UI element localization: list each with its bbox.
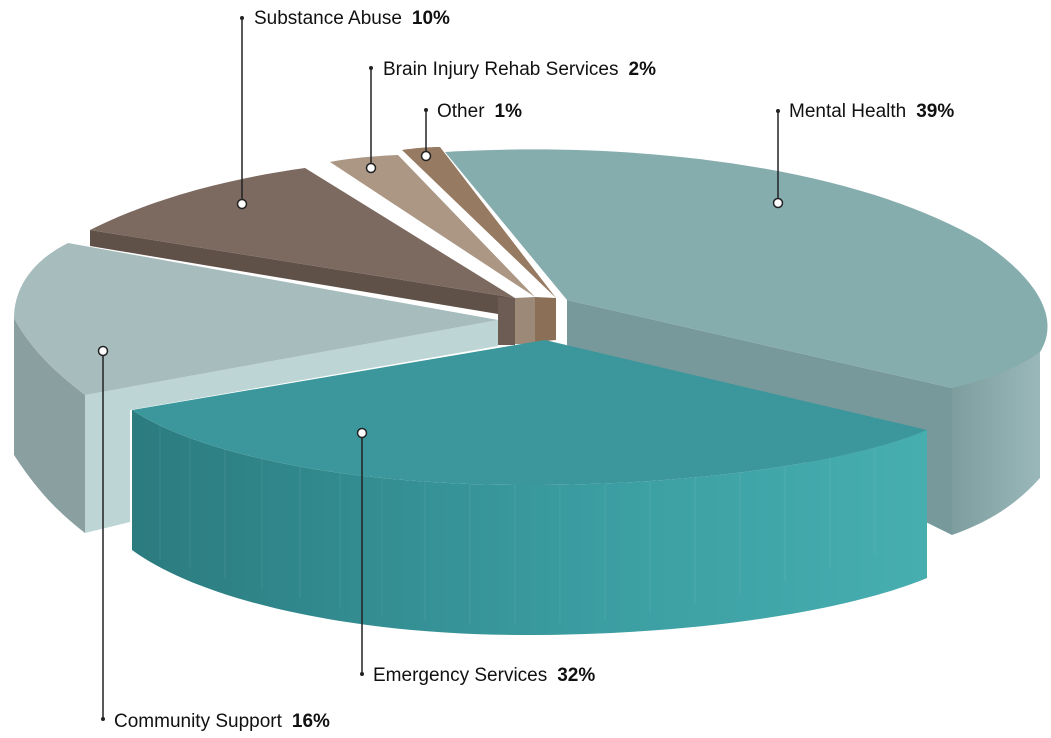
slice-value-other: 1% bbox=[495, 101, 523, 122]
slice-name-substance-abuse: Substance Abuse bbox=[254, 8, 402, 29]
label-mental-health: Mental Health 39% bbox=[772, 101, 954, 209]
slice-mental-health-side bbox=[952, 352, 1040, 535]
slice-label-other: Other 1% bbox=[437, 101, 522, 122]
anchor-point-community-support bbox=[97, 345, 109, 357]
slice-substance-abuse-inner bbox=[498, 297, 515, 345]
slice-label-brain-injury-rehab: Brain Injury Rehab Services 2% bbox=[383, 59, 656, 80]
slice-value-substance-abuse: 10% bbox=[412, 8, 450, 29]
slice-emergency-services-side bbox=[132, 410, 927, 635]
slice-other-inner bbox=[535, 297, 556, 342]
anchor-point-brain-injury-rehab bbox=[365, 162, 377, 174]
slice-community-support-top bbox=[14, 243, 498, 395]
leader-dot-emergency-services bbox=[360, 672, 364, 676]
slice-value-community-support: 16% bbox=[292, 711, 330, 732]
slice-emergency-services bbox=[132, 340, 927, 635]
slice-substance-abuse-top bbox=[90, 168, 515, 298]
slice-name-other: Other bbox=[437, 101, 485, 122]
slice-value-mental-health: 39% bbox=[916, 101, 954, 122]
slice-brain-injury-rehab-top bbox=[330, 155, 535, 297]
slice-brain-injury-rehab bbox=[330, 155, 535, 344]
slice-name-community-support: Community Support bbox=[114, 711, 283, 732]
leader-dot-other bbox=[424, 108, 428, 112]
anchor-point-other bbox=[420, 150, 432, 162]
slice-name-mental-health: Mental Health bbox=[789, 101, 906, 122]
slice-label-community-support: Community Support 16% bbox=[114, 711, 330, 732]
slice-community-support-side bbox=[14, 318, 85, 533]
slice-name-emergency-services: Emergency Services bbox=[373, 665, 547, 686]
slice-label-emergency-services: Emergency Services 32% bbox=[373, 665, 595, 686]
label-emergency-services: Emergency Services 32% bbox=[356, 427, 595, 686]
slice-emergency-services-top bbox=[132, 340, 927, 485]
anchor-point-emergency-services bbox=[356, 427, 368, 439]
slice-other bbox=[402, 147, 556, 342]
slice-label-mental-health: Mental Health 39% bbox=[789, 101, 954, 122]
anchor-point-substance-abuse bbox=[236, 198, 248, 210]
slice-substance-abuse bbox=[90, 168, 515, 345]
slice-label-substance-abuse: Substance Abuse 10% bbox=[254, 8, 450, 29]
slice-substance-abuse-side bbox=[90, 230, 515, 314]
label-community-support: Community Support 16% bbox=[97, 345, 330, 732]
anchor-point-mental-health bbox=[772, 197, 784, 209]
slice-brain-injury-rehab-inner bbox=[515, 297, 535, 344]
slice-other-top bbox=[402, 147, 556, 298]
slice-mental-health-top bbox=[445, 149, 1048, 388]
leader-dot-brain-injury-rehab bbox=[369, 66, 373, 70]
leader-dot-substance-abuse bbox=[240, 16, 244, 20]
slice-value-brain-injury-rehab: 2% bbox=[629, 59, 657, 80]
label-other: Other 1% bbox=[420, 101, 522, 162]
label-substance-abuse: Substance Abuse 10% bbox=[236, 8, 450, 210]
slice-name-brain-injury-rehab: Brain Injury Rehab Services bbox=[383, 59, 619, 80]
slice-community-support bbox=[14, 243, 498, 533]
leader-dot-community-support bbox=[101, 717, 105, 721]
slice-community-support-front bbox=[85, 320, 498, 533]
label-brain-injury-rehab: Brain Injury Rehab Services 2% bbox=[365, 59, 656, 174]
slice-value-emergency-services: 32% bbox=[557, 665, 595, 686]
leader-dot-mental-health bbox=[776, 109, 780, 113]
